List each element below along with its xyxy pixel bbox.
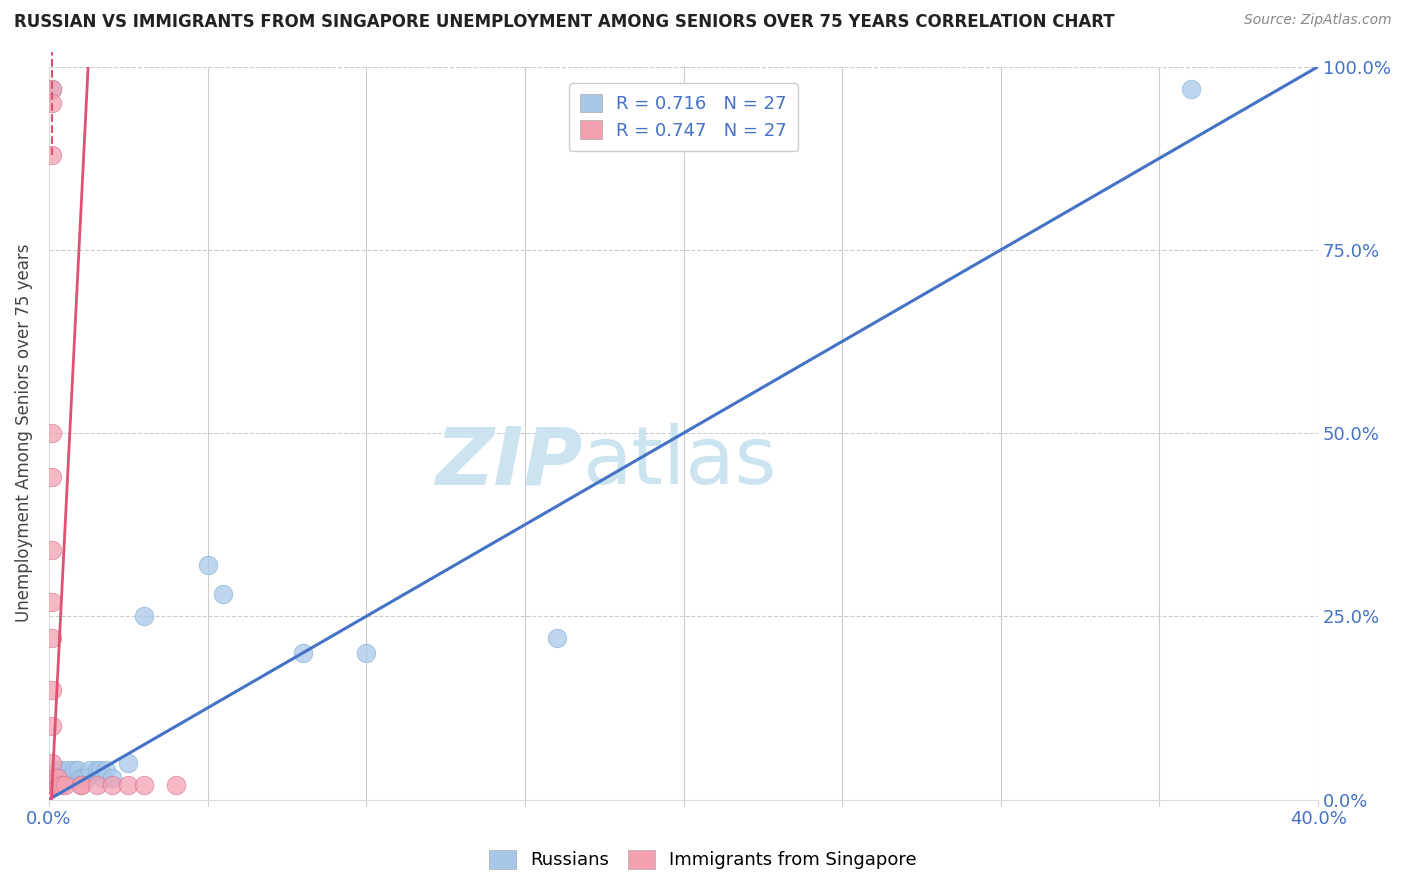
Point — [134, 609, 156, 624]
Point — [63, 763, 86, 777]
Text: atlas: atlas — [582, 424, 776, 501]
Point — [60, 771, 83, 785]
Point — [291, 646, 314, 660]
Point — [101, 771, 124, 785]
Point — [41, 96, 63, 111]
Point — [73, 771, 96, 785]
Point — [69, 778, 91, 792]
Point — [41, 81, 63, 95]
Point — [79, 763, 101, 777]
Point — [94, 763, 117, 777]
Point — [51, 778, 73, 792]
Point — [41, 81, 63, 95]
Point — [101, 778, 124, 792]
Point — [117, 756, 139, 770]
Point — [44, 778, 66, 792]
Text: Source: ZipAtlas.com: Source: ZipAtlas.com — [1244, 13, 1392, 28]
Point — [86, 778, 108, 792]
Point — [86, 763, 108, 777]
Point — [69, 778, 91, 792]
Point — [48, 778, 70, 792]
Text: ZIP: ZIP — [434, 424, 582, 501]
Point — [44, 771, 66, 785]
Point — [48, 778, 70, 792]
Point — [117, 778, 139, 792]
Point — [41, 756, 63, 770]
Point — [66, 763, 89, 777]
Point — [41, 470, 63, 484]
Point — [41, 682, 63, 697]
Point — [51, 763, 73, 777]
Legend: Russians, Immigrants from Singapore: Russians, Immigrants from Singapore — [481, 841, 925, 879]
Point — [44, 778, 66, 792]
Point — [134, 778, 156, 792]
Point — [165, 778, 187, 792]
Point — [53, 771, 76, 785]
Point — [41, 425, 63, 440]
Point — [41, 719, 63, 733]
Point — [56, 763, 79, 777]
Point — [44, 771, 66, 785]
Point — [41, 778, 63, 792]
Point — [546, 632, 568, 646]
Point — [41, 594, 63, 608]
Point — [212, 587, 235, 601]
Point — [48, 763, 70, 777]
Point — [91, 771, 114, 785]
Point — [197, 558, 219, 572]
Point — [48, 771, 70, 785]
Legend: R = 0.716   N = 27, R = 0.747   N = 27: R = 0.716 N = 27, R = 0.747 N = 27 — [569, 83, 797, 151]
Point — [41, 147, 63, 161]
Point — [1180, 81, 1202, 95]
Point — [53, 778, 76, 792]
Text: RUSSIAN VS IMMIGRANTS FROM SINGAPORE UNEMPLOYMENT AMONG SENIORS OVER 75 YEARS CO: RUSSIAN VS IMMIGRANTS FROM SINGAPORE UNE… — [14, 13, 1115, 31]
Point — [69, 771, 91, 785]
Point — [89, 763, 111, 777]
Point — [41, 543, 63, 558]
Point — [356, 646, 378, 660]
Point — [48, 771, 70, 785]
Point — [41, 632, 63, 646]
Y-axis label: Unemployment Among Seniors over 75 years: Unemployment Among Seniors over 75 years — [15, 244, 32, 623]
Point — [76, 771, 98, 785]
